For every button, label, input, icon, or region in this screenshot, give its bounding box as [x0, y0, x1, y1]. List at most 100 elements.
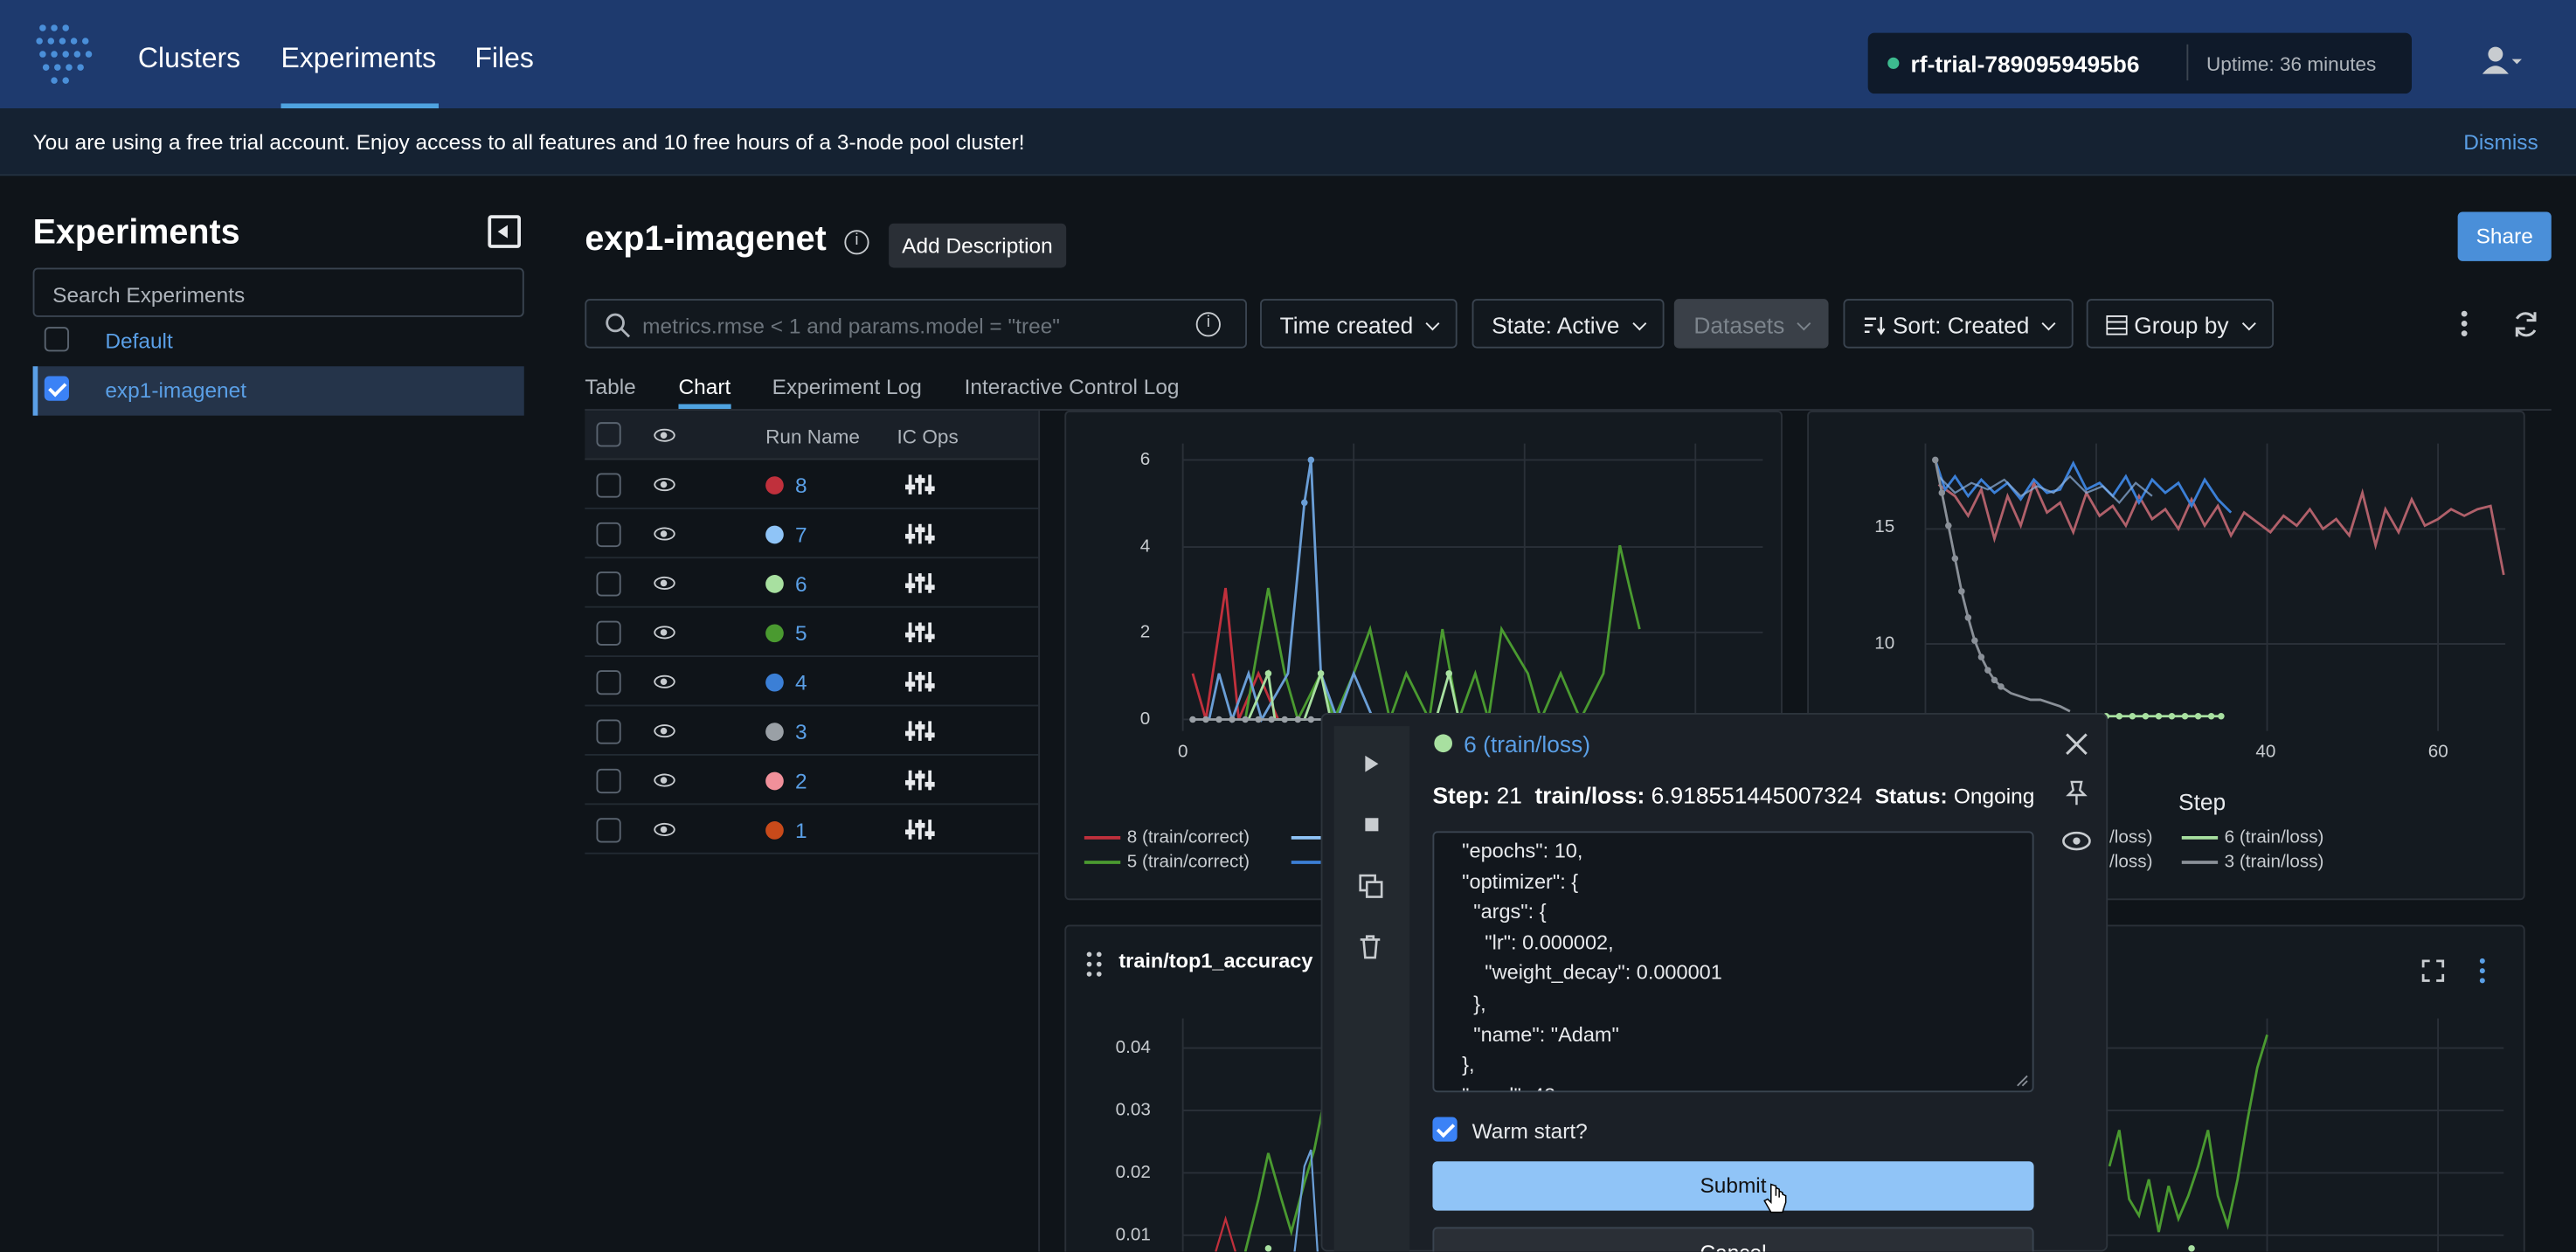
run-name-link[interactable]: 1 — [794, 818, 807, 843]
table-row[interactable]: 4 — [585, 657, 1039, 707]
cancel-button[interactable]: Cancel — [1432, 1227, 2034, 1252]
x-tick: 40 — [2255, 742, 2276, 763]
sidebar-item-default[interactable]: Default — [105, 329, 173, 354]
run-name-link[interactable]: 4 — [794, 670, 807, 695]
run-checkbox[interactable] — [596, 768, 621, 794]
resize-handle-icon[interactable] — [2016, 1075, 2029, 1088]
filter-search-input[interactable]: metrics.rmse < 1 and params.model = "tre… — [585, 299, 1247, 349]
legend-item-partial[interactable]: /loss) — [2109, 852, 2153, 873]
run-checkbox[interactable] — [596, 670, 621, 695]
nav-files[interactable]: Files — [474, 42, 534, 74]
add-description-button[interactable]: Add Description — [889, 223, 1066, 268]
legend-item-partial[interactable]: /loss) — [2109, 827, 2153, 848]
table-row[interactable]: 2 — [585, 756, 1039, 806]
state-dropdown[interactable]: State: Active — [1472, 299, 1665, 349]
run-checkbox[interactable] — [596, 620, 621, 646]
config-editor[interactable]: "epochs": 10, "optimizer": { "args": { "… — [1432, 831, 2034, 1093]
series-4-line — [1293, 1149, 1319, 1252]
table-row[interactable]: 1 — [585, 805, 1039, 854]
visibility-icon[interactable] — [654, 822, 675, 836]
ic-ops-icon[interactable] — [904, 670, 935, 693]
dismiss-button[interactable]: Dismiss — [2463, 129, 2538, 155]
run-name-link[interactable]: 3 — [794, 719, 807, 744]
collapse-sidebar-icon[interactable] — [488, 215, 521, 248]
visibility-icon[interactable] — [654, 674, 675, 688]
chevron-down-icon — [1425, 316, 1440, 331]
run-checkbox[interactable] — [596, 818, 621, 843]
experiment-checkbox-default[interactable] — [44, 327, 69, 352]
cluster-status-pill[interactable]: rf-trial-7890959495b6 Uptime: 36 minutes — [1867, 32, 2412, 94]
visibility-all-icon[interactable] — [654, 428, 675, 442]
ic-ops-icon[interactable] — [904, 522, 935, 545]
visibility-icon[interactable] — [654, 576, 675, 590]
run-name-link[interactable]: 6 — [794, 571, 807, 597]
table-row[interactable]: 3 — [585, 706, 1039, 756]
run-name-link[interactable]: 2 — [794, 768, 807, 794]
uptime-text: Uptime: 36 minutes — [2206, 52, 2377, 76]
clone-icon[interactable] — [1359, 874, 1383, 898]
select-all-checkbox[interactable] — [596, 422, 621, 447]
column-header-run-name[interactable]: Run Name — [765, 425, 860, 449]
run-name-link[interactable]: 8 — [794, 473, 807, 498]
table-row[interactable]: 7 — [585, 509, 1039, 559]
stop-icon[interactable] — [1363, 816, 1380, 833]
datasets-dropdown[interactable]: Datasets — [1673, 299, 1830, 349]
ic-ops-icon[interactable] — [904, 571, 935, 594]
search-experiments-input[interactable]: Search Experiments — [32, 267, 524, 317]
legend-item-6[interactable]: 6 (train/loss) — [2224, 827, 2324, 848]
run-checkbox[interactable] — [596, 473, 621, 498]
delete-icon[interactable] — [1359, 935, 1381, 959]
experiment-checkbox-exp1[interactable] — [44, 376, 69, 401]
ic-ops-icon[interactable] — [904, 818, 935, 840]
visibility-icon[interactable] — [654, 773, 675, 787]
refresh-icon[interactable] — [2512, 310, 2540, 338]
run-checkbox[interactable] — [596, 571, 621, 597]
eye-icon[interactable] — [2062, 831, 2092, 851]
visibility-icon[interactable] — [654, 724, 675, 738]
filter-info-icon[interactable]: i — [1195, 312, 1221, 337]
app-logo[interactable] — [33, 21, 95, 86]
group-by-dropdown[interactable]: Group by — [2086, 299, 2274, 349]
pin-icon[interactable] — [2065, 780, 2088, 806]
ic-ops-icon[interactable] — [904, 621, 935, 644]
legend-item-8[interactable]: 8 (train/correct) — [1126, 827, 1250, 848]
run-color-dot — [765, 723, 784, 741]
run-checkbox[interactable] — [596, 522, 621, 548]
table-divider — [1038, 411, 1041, 1252]
run-checkbox[interactable] — [596, 719, 621, 744]
tab-interactive-control-log[interactable]: Interactive Control Log — [964, 374, 1180, 399]
table-row[interactable]: 6 — [585, 558, 1039, 608]
run-name-link[interactable]: 5 — [794, 620, 807, 646]
tab-experiment-log[interactable]: Experiment Log — [772, 374, 922, 399]
nav-clusters[interactable]: Clusters — [137, 42, 241, 74]
time-created-dropdown[interactable]: Time created — [1260, 299, 1458, 349]
play-icon[interactable] — [1363, 754, 1380, 774]
sort-dropdown[interactable]: Sort: Created — [1843, 299, 2074, 349]
sidebar-item-exp1-imagenet[interactable]: exp1-imagenet — [105, 377, 247, 403]
visibility-icon[interactable] — [654, 626, 675, 640]
ic-ops-icon[interactable] — [904, 719, 935, 742]
ic-ops-icon[interactable] — [904, 769, 935, 792]
legend-item-5[interactable]: 5 (train/correct) — [1126, 852, 1250, 873]
submit-button[interactable]: Submit — [1432, 1161, 2034, 1211]
nav-experiments[interactable]: Experiments — [280, 42, 437, 74]
run-name-link[interactable]: 7 — [794, 522, 807, 548]
table-row[interactable]: 8 — [585, 460, 1039, 509]
fullscreen-icon[interactable] — [2421, 959, 2445, 982]
warm-start-checkbox[interactable] — [1432, 1117, 1458, 1142]
table-row[interactable]: 5 — [585, 608, 1039, 658]
tab-chart[interactable]: Chart — [678, 374, 731, 399]
chart-more-icon[interactable] — [2476, 958, 2489, 984]
more-options-icon[interactable] — [2458, 308, 2471, 338]
visibility-icon[interactable] — [654, 527, 675, 541]
y-tick: 4 — [1139, 536, 1151, 557]
legend-item-3[interactable]: 3 (train/loss) — [2224, 852, 2324, 873]
visibility-icon[interactable] — [654, 478, 675, 492]
close-icon[interactable] — [2065, 733, 2088, 756]
ic-ops-icon[interactable] — [904, 473, 935, 495]
user-menu-icon[interactable] — [2481, 46, 2524, 76]
drag-handle-icon[interactable] — [1086, 951, 1103, 978]
info-icon[interactable]: i — [844, 230, 869, 255]
share-button[interactable]: Share — [2457, 211, 2552, 261]
tab-table[interactable]: Table — [585, 374, 636, 399]
